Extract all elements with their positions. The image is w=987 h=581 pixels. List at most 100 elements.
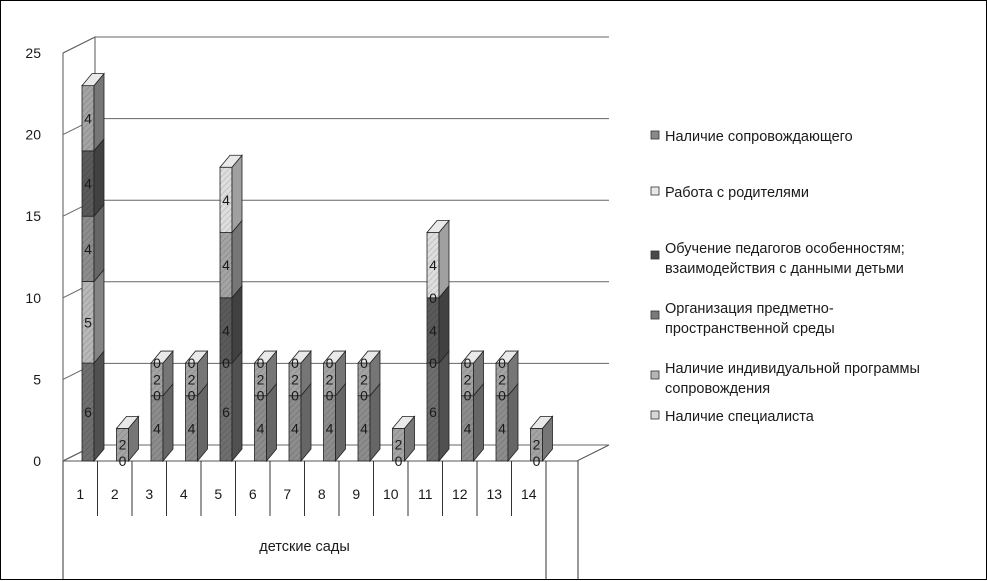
bar-segment-texture: [530, 428, 543, 461]
bar-top-face: [426, 220, 450, 233]
segment-data-label: 0: [360, 388, 368, 404]
bar-top-face: [150, 350, 174, 364]
bar-segment-texture: [323, 395, 336, 461]
segment-data-label: 4: [498, 420, 506, 436]
gridline: [62, 36, 609, 54]
bar-segment-side: [438, 219, 450, 299]
legend-entry: сопровождения: [665, 381, 770, 397]
bar-segment-side: [473, 382, 484, 463]
x-tick-label: 10: [383, 486, 399, 502]
bar-segment-side: [266, 382, 277, 463]
y-tick-label: 15: [25, 208, 41, 224]
segment-data-label: 4: [84, 176, 92, 192]
segment-data-label: 0: [464, 355, 472, 371]
y-tick-label: 0: [33, 453, 41, 469]
bar-top-face: [460, 350, 485, 364]
segment-data-label: 0: [429, 290, 437, 306]
bar-segment-texture: [151, 395, 163, 461]
x-tick-label: 3: [145, 486, 153, 502]
bar-segment-texture: [116, 428, 129, 461]
x-tick-label: 13: [486, 486, 502, 502]
segment-data-label: 4: [84, 241, 92, 257]
bar-segment-texture: [220, 297, 232, 364]
segment-data-label: 0: [257, 388, 265, 404]
segment-data-label: 0: [498, 355, 506, 371]
bar-segment-side: [335, 382, 346, 463]
segment-data-label: 6: [429, 404, 437, 420]
bar-segment-texture: [289, 395, 301, 461]
legend-entry: Организация предметно-: [665, 301, 834, 317]
bar-top-face: [288, 350, 312, 364]
x-tick-label: 1: [76, 486, 84, 502]
x-axis-title: детские сады: [259, 539, 350, 555]
bar-segment-texture: [461, 395, 474, 461]
bar-segment-side: [231, 349, 243, 463]
legend-entry: взаимодействия с данными детьми: [665, 261, 904, 277]
segment-data-label: 0: [533, 453, 541, 469]
segment-data-label: 4: [429, 257, 437, 273]
bar-segment-texture: [289, 363, 301, 396]
gridline: [62, 281, 609, 299]
segment-data-label: 4: [153, 420, 161, 436]
bar-segment-side: [93, 349, 105, 463]
bar-top-face: [529, 415, 554, 429]
y-tick-label: 5: [33, 371, 41, 387]
segment-data-label: 0: [291, 355, 299, 371]
bar-segment-texture: [427, 232, 439, 298]
bar-segment-texture: [323, 363, 336, 396]
legend-marker: [650, 410, 660, 420]
bar-segment-side: [438, 284, 450, 365]
segment-data-label: 0: [153, 355, 161, 371]
bar-segment-texture: [358, 363, 370, 396]
segment-data-label: 4: [291, 420, 299, 436]
bar-segment-texture: [496, 363, 508, 396]
x-tick-label: 2: [111, 486, 119, 502]
legend-entry: Наличие специалиста: [665, 409, 815, 425]
x-tick-label: 9: [352, 486, 360, 502]
gridline: [62, 118, 609, 136]
bar-segment-side: [231, 154, 243, 234]
segment-data-label: 4: [188, 420, 196, 436]
bar-segment-side: [438, 349, 450, 463]
segment-data-label: 4: [326, 420, 334, 436]
bar-top-face: [391, 415, 416, 429]
segment-data-label: 2: [257, 371, 265, 387]
segment-data-label: 2: [395, 437, 403, 453]
segment-data-label: 2: [326, 371, 334, 387]
segment-data-label: 0: [257, 355, 265, 371]
y-tick-label: 25: [25, 45, 41, 61]
bar-segment-texture: [220, 363, 232, 461]
legend-marker: [650, 186, 660, 196]
bar-segment-texture: [427, 297, 439, 364]
bar-segment-texture: [82, 216, 94, 282]
bar-segment-texture: [427, 363, 439, 461]
legend-entry: Обучение педагогов особенностям;: [665, 241, 905, 257]
bar-segment-texture: [82, 281, 94, 364]
bar-segment-side: [93, 72, 105, 153]
segment-data-label: 2: [360, 371, 368, 387]
bar-segment-texture: [185, 395, 198, 461]
segment-data-label: 0: [326, 355, 334, 371]
bar-top-face: [253, 350, 278, 364]
legend-marker: [650, 310, 660, 320]
bar-segment-texture: [220, 167, 232, 233]
bar-segment-texture: [220, 232, 232, 298]
bar-top-face: [81, 73, 105, 87]
bar-segment-side: [93, 203, 105, 283]
segment-data-label: 2: [119, 437, 127, 453]
bar-segment-side: [231, 284, 243, 365]
bar-top-face: [219, 154, 243, 168]
segment-data-label: 0: [188, 355, 196, 371]
x-tick-label: 12: [452, 486, 468, 502]
bar-segment-texture: [254, 395, 267, 461]
legend-entry: пространственной среды: [665, 321, 835, 337]
segment-data-label: 4: [429, 322, 437, 338]
bar-segment-texture: [151, 363, 163, 396]
bar-segment-side: [369, 382, 381, 463]
segment-data-label: 0: [222, 355, 230, 371]
segment-data-label: 2: [464, 371, 472, 387]
segment-data-label: 6: [222, 404, 230, 420]
segment-data-label: 6: [84, 404, 92, 420]
bar-top-face: [357, 350, 381, 364]
